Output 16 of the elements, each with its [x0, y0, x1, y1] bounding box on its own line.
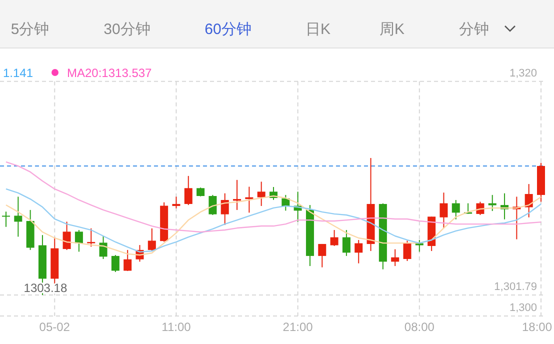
text: 周K: [379, 21, 405, 38]
text: 日K: [305, 21, 331, 38]
text: 5分钟: [10, 21, 50, 38]
y-tick-label: 1,320: [509, 67, 537, 80]
y-tick-label: 1,300: [509, 302, 537, 314]
text: 1.141: [3, 66, 34, 80]
x-tick-label: 05-02: [39, 320, 70, 334]
text: 分钟: [459, 21, 489, 38]
y-tick-label: 1,301.79: [494, 281, 537, 294]
text: MA20:1313.537: [67, 66, 152, 80]
x-tick-label: 21:00: [282, 320, 314, 334]
x-tick-label: 08:00: [404, 320, 435, 334]
x-tick-label: 11:00: [162, 320, 192, 334]
text: 60分钟: [204, 21, 252, 38]
text: 30分钟: [104, 21, 150, 38]
x-tick-label: 18:00: [522, 320, 552, 334]
